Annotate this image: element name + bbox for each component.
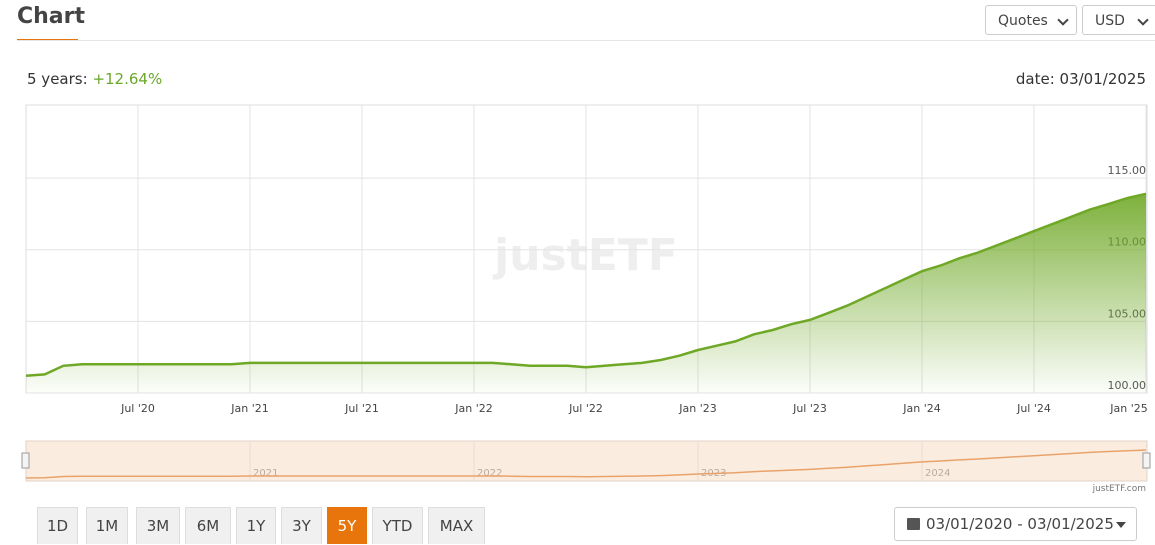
range-button[interactable]: MAX: [428, 507, 485, 544]
caret: [1116, 522, 1126, 528]
range-button[interactable]: 1D: [37, 507, 78, 544]
range-button[interactable]: 3Y: [281, 507, 322, 544]
x-tick-label: Jan '21: [230, 402, 268, 415]
watermark: justETF: [492, 230, 678, 281]
y-tick-label: 115.00: [1108, 164, 1147, 177]
x-tick-label: Jan '25: [1109, 402, 1147, 415]
currency-select[interactable]: USD: [1082, 5, 1155, 35]
x-tick-label: Jul '20: [120, 402, 155, 415]
x-tick-label: Jul '24: [1016, 402, 1051, 415]
x-tick-label: Jul '23: [792, 402, 827, 415]
period-summary: 5 years: +12.64%: [27, 70, 162, 88]
quotes-select[interactable]: Quotes: [985, 5, 1077, 35]
divider: [17, 40, 1155, 41]
area: [26, 193, 1146, 393]
line: [25, 192, 1147, 378]
navigator-tick-label: 2021: [253, 468, 278, 479]
x-tick-label: Jan '24: [902, 402, 940, 415]
credit: justETF.com: [1092, 484, 1146, 494]
range-button[interactable]: 1M: [86, 507, 128, 544]
navigator: [25, 440, 1148, 482]
navigator-tick-label: 2024: [925, 468, 950, 479]
range-button[interactable]: 6M: [185, 507, 231, 544]
range-button[interactable]: 1Y: [236, 507, 276, 544]
range-button[interactable]: 3M: [136, 507, 180, 544]
navigator-handle[interactable]: [1142, 452, 1151, 469]
x-tick-label: Jan '23: [678, 402, 716, 415]
x-tick-label: Jul '21: [344, 402, 379, 415]
change: +12.64%: [92, 70, 163, 88]
date: date: 03/01/2025: [1015, 70, 1146, 88]
period-label: 5 years:: [27, 70, 88, 88]
calendar-icon: [907, 518, 920, 530]
x-tick-label: Jan '22: [454, 402, 492, 415]
navigator-handle[interactable]: [21, 452, 30, 469]
x-tick-label: Jul '22: [568, 402, 603, 415]
title: Chart: [17, 4, 86, 29]
range-button[interactable]: YTD: [372, 507, 423, 544]
navigator-line: [25, 449, 1147, 479]
date-range: 03/01/2020 - 03/01/2025: [926, 515, 1114, 533]
range-button[interactable]: 5Y: [327, 507, 367, 544]
chart: justETF justETF.com 100.00105.00110.0011…: [21, 104, 1151, 494]
navigator-tick-label: 2022: [477, 468, 502, 479]
date-range-picker[interactable]: 03/01/2020 - 03/01/2025: [894, 507, 1137, 541]
